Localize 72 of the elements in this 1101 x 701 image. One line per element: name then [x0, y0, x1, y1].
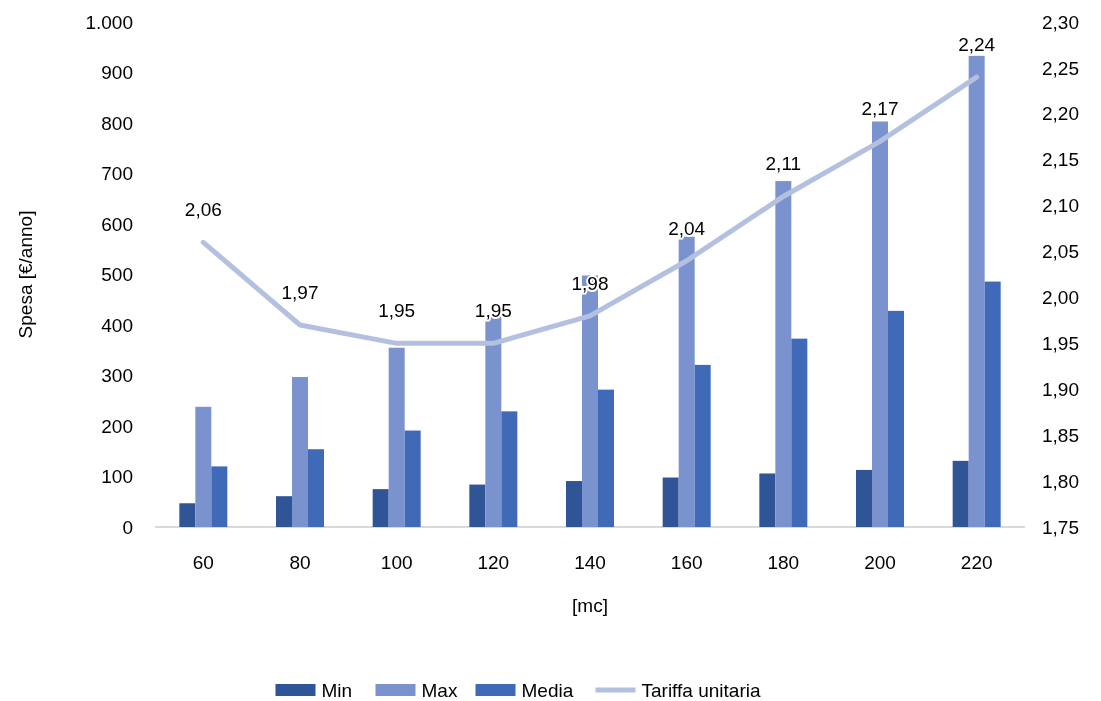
bar — [566, 481, 582, 527]
y-tick-label: 900 — [101, 62, 133, 84]
bar — [694, 364, 711, 527]
data-label: 1,95 — [474, 300, 512, 322]
bar — [388, 347, 405, 527]
bar — [872, 121, 888, 527]
bar — [372, 489, 389, 527]
y2-tick-label: 1,80 — [1042, 470, 1079, 492]
x-axis-title: [mc] — [572, 595, 608, 616]
y-tick-label: 500 — [101, 264, 133, 286]
y2-tick-label: 2,15 — [1042, 149, 1079, 171]
y-tick-label: 400 — [101, 314, 133, 336]
legend-label: Max — [421, 680, 458, 701]
data-label: 1,95 — [378, 300, 416, 322]
bar — [888, 310, 904, 527]
bar — [968, 55, 985, 527]
x-tick-label: 120 — [477, 552, 510, 573]
bar — [678, 236, 695, 527]
bar — [276, 496, 292, 527]
y-tick-label: 800 — [101, 112, 133, 134]
data-label: 2,11 — [765, 153, 802, 175]
data-label: 1,98 — [571, 272, 609, 294]
y2-tick-label: 1,95 — [1042, 333, 1079, 355]
y2-tick-label: 1,90 — [1042, 378, 1079, 400]
y2-tick-label: 2,10 — [1042, 195, 1079, 217]
bar — [292, 377, 308, 527]
y2-tick-label: 1,85 — [1042, 424, 1079, 446]
y-tick-label: 100 — [101, 466, 133, 488]
y-tick-label: 700 — [101, 163, 133, 185]
y2-tick-label: 2,05 — [1042, 241, 1079, 263]
bar — [952, 460, 969, 527]
x-tick-label: 200 — [864, 552, 896, 573]
data-label: 1,97 — [281, 282, 319, 303]
bar — [984, 281, 1001, 527]
x-tick-label: 80 — [289, 552, 311, 573]
y-tick-label: 1.000 — [85, 11, 133, 33]
bar — [211, 466, 228, 527]
data-label: 2,04 — [668, 217, 706, 239]
y-tick-label: 0 — [122, 516, 133, 538]
y-tick-label: 300 — [101, 365, 133, 387]
bar — [469, 484, 486, 527]
x-tick-label: 60 — [192, 552, 214, 573]
y2-tick-label: 2,30 — [1042, 11, 1079, 33]
y-tick-label: 200 — [101, 415, 133, 437]
y-tick-label: 600 — [101, 213, 133, 235]
bar — [791, 338, 808, 527]
x-tick-label: 100 — [380, 552, 413, 573]
data-label: 2,06 — [184, 199, 222, 221]
y2-tick-label: 2,25 — [1042, 57, 1079, 79]
legend-label: Min — [321, 680, 353, 701]
data-label: 2,17 — [861, 98, 899, 120]
y-axis-title: Spesa [€/anno] — [15, 210, 36, 339]
bar — [501, 411, 518, 527]
x-tick-label: 220 — [960, 552, 993, 573]
bar — [759, 473, 776, 527]
bar — [195, 406, 212, 527]
bar — [775, 181, 792, 527]
bar — [856, 469, 872, 527]
bar — [404, 430, 421, 527]
bar — [179, 503, 196, 527]
bar — [308, 449, 324, 527]
bar — [662, 477, 679, 527]
x-tick-label: 160 — [670, 552, 703, 573]
y2-tick-label: 2,20 — [1042, 103, 1079, 125]
y2-tick-label: 1,75 — [1042, 516, 1079, 538]
legend-label: Tariffa unitaria — [641, 680, 761, 701]
bar — [598, 389, 614, 527]
legend-label: Media — [521, 680, 574, 701]
x-tick-label: 140 — [574, 552, 606, 573]
x-tick-label: 180 — [767, 552, 800, 573]
data-label: 2,24 — [958, 34, 996, 56]
y2-tick-label: 2,00 — [1042, 287, 1079, 309]
